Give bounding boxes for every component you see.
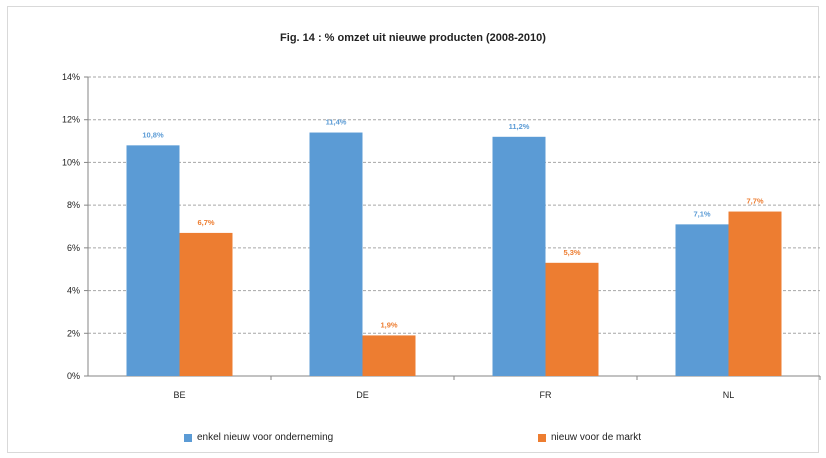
x-tick-label: FR	[540, 390, 552, 400]
x-tick-label: BE	[173, 390, 185, 400]
data-label-fr-series-2: 5,3%	[563, 248, 580, 257]
data-label-be-series-2: 6,7%	[197, 218, 214, 227]
data-label-fr-series-1: 11,2%	[509, 122, 530, 131]
y-tick-label: 14%	[62, 72, 80, 82]
data-label-nl-series-2: 7,7%	[746, 197, 763, 206]
y-tick-label: 6%	[67, 243, 80, 253]
legend-item-series-1: enkel nieuw voor onderneming	[184, 432, 333, 443]
y-tick-label: 2%	[67, 328, 80, 338]
bar-be-series-1	[126, 145, 180, 376]
legend-swatch-series-2	[538, 433, 546, 442]
legend-label-series-2: nieuw voor de markt	[551, 432, 642, 443]
x-tick-label: DE	[356, 390, 369, 400]
bar-fr-series-2	[545, 262, 599, 376]
data-label-de-series-1: 11,4%	[326, 118, 347, 127]
y-tick-label: 12%	[62, 115, 80, 125]
legend: enkel nieuw voor onderneming nieuw voor …	[0, 432, 826, 448]
bar-de-series-1	[309, 132, 363, 376]
y-tick-label: 0%	[67, 371, 80, 381]
bar-be-series-2	[179, 232, 233, 376]
legend-label-series-1: enkel nieuw voor onderneming	[197, 432, 334, 443]
data-label-nl-series-1: 7,1%	[693, 209, 710, 218]
x-tick-label: NL	[723, 390, 735, 400]
chart-title: Fig. 14 : % omzet uit nieuwe producten (…	[280, 32, 546, 44]
data-label-be-series-1: 10,8%	[142, 130, 164, 139]
bar-fr-series-1	[492, 136, 546, 376]
bar-nl-series-2	[728, 211, 782, 376]
data-label-de-series-2: 1,9%	[380, 320, 397, 329]
legend-swatch-series-1	[184, 433, 192, 442]
bar-de-series-2	[362, 335, 416, 376]
y-tick-label: 8%	[67, 200, 80, 210]
bar-nl-series-1	[675, 224, 729, 376]
legend-item-series-2: nieuw voor de markt	[538, 432, 641, 443]
y-tick-label: 4%	[67, 286, 80, 296]
y-tick-label: 10%	[62, 157, 80, 167]
